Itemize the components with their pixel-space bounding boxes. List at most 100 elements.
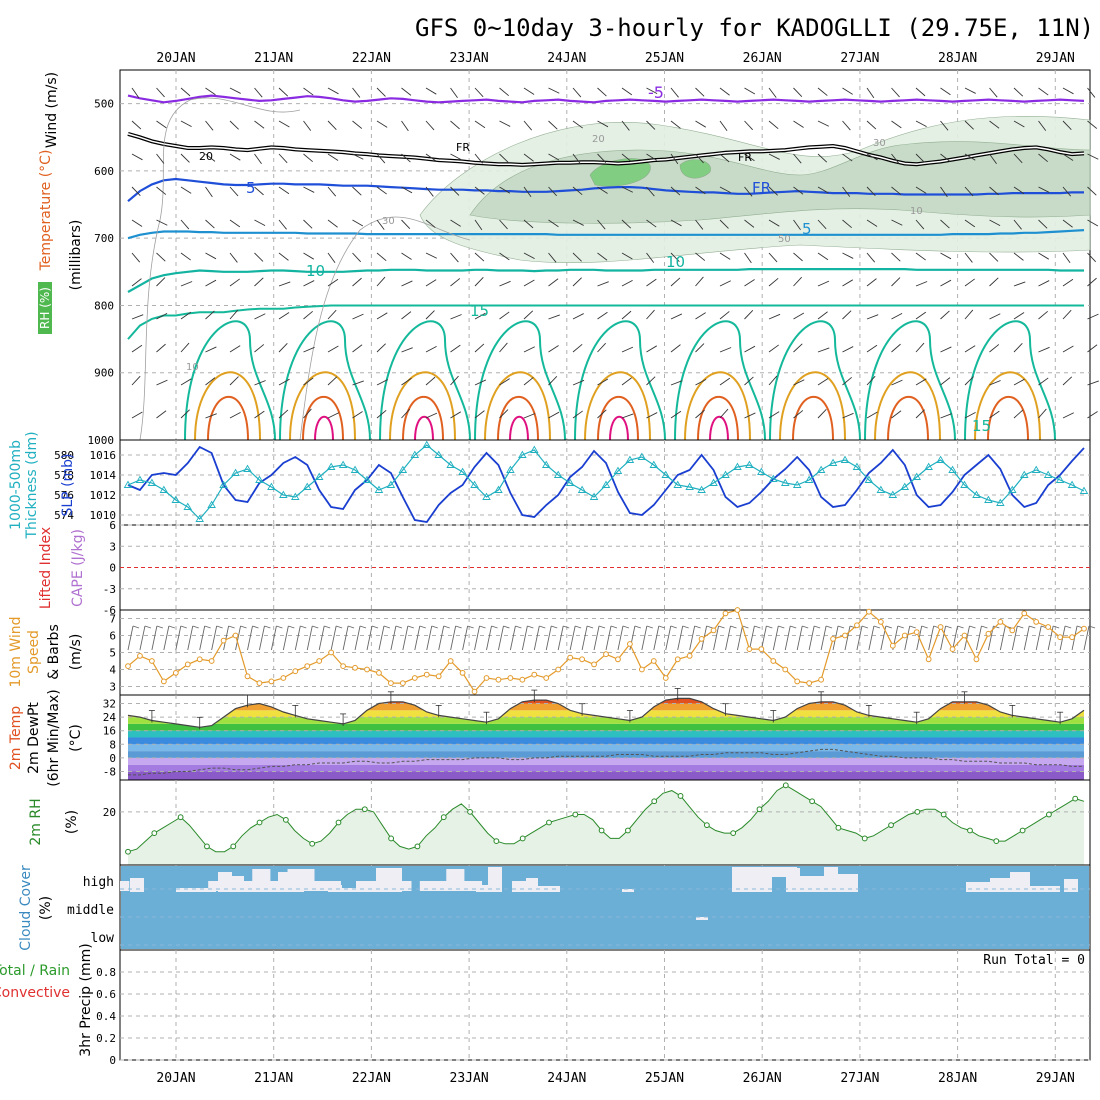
wind-barb xyxy=(156,343,166,353)
thickness-point xyxy=(446,460,455,468)
wind-barb xyxy=(352,186,362,196)
pressure-tick-label: 1000 xyxy=(88,434,115,447)
thickness-point xyxy=(302,482,312,490)
contour-label: 20 xyxy=(199,150,213,163)
wind-tick-label: 6 xyxy=(109,630,116,643)
wind-barb xyxy=(474,186,485,195)
wind-barb-10m xyxy=(235,625,241,651)
wind-barb xyxy=(131,375,141,386)
wind-barb-10m xyxy=(498,625,504,651)
wind-barb-flag xyxy=(873,625,881,629)
wind-barb xyxy=(891,312,903,320)
thickness-point xyxy=(876,485,886,493)
cloud-block xyxy=(622,889,634,892)
wind-speed-point xyxy=(531,671,538,678)
wind-barb xyxy=(278,186,290,195)
isotherm-30-loop xyxy=(302,395,344,441)
wind-barb-10m xyxy=(641,625,648,651)
wind-barb xyxy=(842,153,853,162)
wind-barb xyxy=(793,312,805,320)
wind-barb xyxy=(891,343,901,353)
wind-barb xyxy=(229,219,241,228)
wind-barb-flag xyxy=(1017,625,1024,629)
wind-barb-10m xyxy=(330,625,337,651)
wind-barb xyxy=(964,345,976,353)
thickness-point xyxy=(948,465,957,473)
rh-point xyxy=(782,782,789,789)
cloud-high-bar xyxy=(402,881,412,891)
isotherm-30-loop xyxy=(697,395,739,441)
rh-point xyxy=(335,819,342,826)
isotherm-20-loop xyxy=(474,320,566,441)
wind-barb-10m xyxy=(486,625,492,651)
wind-barb-flag xyxy=(646,625,653,629)
wind-barb xyxy=(327,153,339,161)
wind-speed-point xyxy=(627,641,633,647)
wind-barb xyxy=(817,311,828,320)
wind-barb xyxy=(523,153,534,162)
cloud-block xyxy=(1064,879,1078,892)
precip-tick-label: 0.8 xyxy=(96,966,116,979)
wind-barb xyxy=(866,344,878,353)
date-label-top: 29JAN xyxy=(1036,51,1075,66)
rh-point xyxy=(1019,827,1026,834)
date-label-top: 28JAN xyxy=(938,51,977,66)
wind-barb xyxy=(474,153,483,164)
wind-barb xyxy=(768,87,777,98)
contour-label: 10 xyxy=(666,253,685,271)
wind-barb-flag xyxy=(1064,625,1072,629)
wind-barb xyxy=(523,120,533,131)
wind-barb-10m xyxy=(390,625,397,651)
wind-barb xyxy=(670,186,681,196)
cloud-tick-label: low xyxy=(91,931,115,946)
wind-speed-point xyxy=(483,675,490,681)
wind-barb-10m xyxy=(737,625,743,651)
slp-label-thickness: Thickness (dm) xyxy=(24,431,40,539)
wind-speed-point xyxy=(471,688,478,695)
wind-speed-point xyxy=(352,664,358,671)
thickness-tick-label: 576 xyxy=(54,489,74,502)
wind-barb-10m xyxy=(342,625,349,651)
wind-barb xyxy=(1013,378,1025,386)
isotherm-30-loop xyxy=(402,395,444,441)
isotherm-line xyxy=(127,94,1085,104)
isotherm-30-loop xyxy=(987,395,1029,441)
thickness-point xyxy=(541,460,551,468)
wind-barb-flag xyxy=(658,625,665,629)
wind-barb xyxy=(425,186,434,197)
isotherm-20-loop xyxy=(769,320,861,441)
wind-barb-flag xyxy=(837,625,845,629)
wind-speed-point xyxy=(567,654,574,661)
date-label-bottom: 26JAN xyxy=(743,1071,782,1086)
wind-barb xyxy=(1087,87,1096,98)
wind-barb-10m xyxy=(856,625,863,651)
wind-barb xyxy=(180,153,190,163)
wind-barb xyxy=(989,252,999,262)
temp-band xyxy=(128,698,1084,704)
thickness-point xyxy=(649,460,659,468)
date-label-top: 23JAN xyxy=(450,51,489,66)
wind-barb-10m xyxy=(378,625,385,651)
wind-barb-10m xyxy=(952,625,958,651)
date-label-top: 25JAN xyxy=(645,51,684,66)
wind-barb xyxy=(156,219,168,226)
wind-barb xyxy=(352,380,364,386)
wind-barb xyxy=(376,87,386,97)
thickness-point xyxy=(291,492,300,500)
wind-barb-flag xyxy=(885,625,892,629)
rh-point xyxy=(493,838,500,844)
wind-barb xyxy=(205,377,216,386)
wind-barb xyxy=(474,410,485,419)
temp-band xyxy=(128,771,1084,780)
wind-barb xyxy=(205,310,215,320)
wind-barb xyxy=(205,120,214,131)
wind-barb xyxy=(376,409,387,419)
wind-barb xyxy=(254,87,263,98)
rh-point xyxy=(940,811,947,818)
wind-barb xyxy=(352,87,361,98)
wind-barb-10m xyxy=(964,625,970,651)
cloud-label: Cloud Cover xyxy=(18,865,34,951)
wind-barb xyxy=(1087,313,1099,320)
thickness-line xyxy=(127,444,1085,520)
wind-barb xyxy=(793,153,802,164)
